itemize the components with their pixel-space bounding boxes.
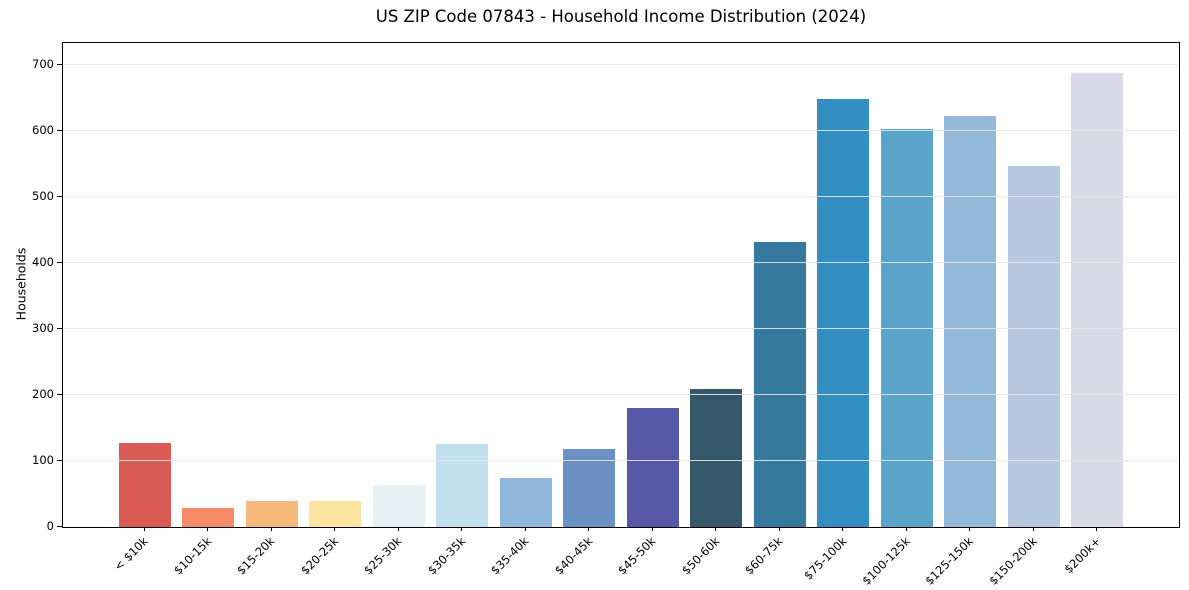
x-tick-mark xyxy=(842,527,844,531)
x-tick-mark xyxy=(524,527,526,531)
x-tick-mark xyxy=(905,527,907,531)
x-tick-label-text: $15-20k xyxy=(234,534,278,578)
x-tick-mark xyxy=(969,527,971,531)
x-tick-mark xyxy=(461,527,463,531)
bar xyxy=(626,408,679,527)
y-tick-label: 100 xyxy=(32,452,54,467)
x-tick-label-text: $75-100k xyxy=(800,534,850,583)
y-tick-label: 300 xyxy=(32,320,54,335)
x-tick-mark xyxy=(397,527,399,531)
x-tick-mark xyxy=(588,527,590,531)
x-tick-mark xyxy=(715,527,717,531)
x-tick-label-text: < $10k xyxy=(111,534,151,574)
bars-layer xyxy=(63,43,1179,527)
bar xyxy=(118,443,171,527)
bar xyxy=(563,449,616,527)
x-tick-label-text: $200k+ xyxy=(1061,534,1104,577)
x-tick-mark xyxy=(778,527,780,531)
chart-title: US ZIP Code 07843 - Household Income Dis… xyxy=(375,7,867,26)
y-tick-mark xyxy=(57,261,62,263)
x-tick-label-text: $35-40k xyxy=(488,534,532,578)
bar xyxy=(1007,165,1060,527)
x-tick-label-text: $20-25k xyxy=(297,534,342,578)
bar xyxy=(944,116,997,527)
y-tick-mark xyxy=(57,459,62,461)
x-tick-mark xyxy=(334,527,336,531)
bar xyxy=(690,389,743,527)
bar xyxy=(372,485,425,527)
plot-area xyxy=(62,42,1180,528)
bar xyxy=(1071,72,1124,527)
bar xyxy=(753,241,806,527)
x-tick-mark xyxy=(1032,527,1034,531)
y-tick-mark xyxy=(57,129,62,131)
y-tick-mark xyxy=(57,327,62,329)
bar xyxy=(309,501,362,527)
y-tick-label: 400 xyxy=(32,254,54,269)
y-tick-label: 700 xyxy=(32,56,54,71)
x-tick-label-text: $25-30k xyxy=(361,534,405,578)
x-tick-label-text: $45-50k xyxy=(615,534,659,578)
x-tick-mark xyxy=(143,527,145,531)
x-tick-mark xyxy=(1096,527,1098,531)
x-tick-label-text: $125-150k xyxy=(922,534,977,588)
y-tick-label: 500 xyxy=(32,188,54,203)
x-tick-label-text: $50-60k xyxy=(678,534,723,578)
x-tick-mark xyxy=(270,527,272,531)
y-tick-label: 200 xyxy=(32,386,54,401)
bar xyxy=(499,478,552,527)
bar xyxy=(436,444,489,527)
y-tick-mark xyxy=(57,393,62,395)
y-tick-mark xyxy=(57,63,62,65)
y-tick-mark xyxy=(57,526,62,527)
x-tick-label-text: $100-125k xyxy=(858,534,913,588)
bar xyxy=(182,507,235,527)
x-tick-label-text: $40-45k xyxy=(551,534,596,578)
x-tick-mark xyxy=(651,527,653,531)
bar xyxy=(817,99,870,527)
y-tick-label: 600 xyxy=(32,122,54,137)
x-tick-label-text: $60-75k xyxy=(742,534,786,578)
x-tick-label-text: $150-200k xyxy=(985,534,1040,588)
x-tick-label-text: $10-15k xyxy=(170,534,215,578)
x-tick-mark xyxy=(207,527,209,531)
x-tick-label-text: $30-35k xyxy=(424,534,469,578)
y-tick-mark xyxy=(57,195,62,197)
bar xyxy=(245,500,298,527)
bar xyxy=(880,128,933,527)
y-tick-label: 0 xyxy=(46,519,54,533)
